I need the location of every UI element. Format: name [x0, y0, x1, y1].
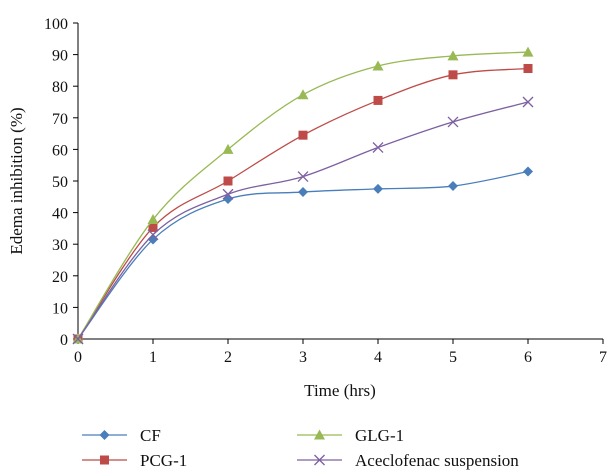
y-tick-label: 90: [52, 48, 68, 65]
legend-label: PCG-1: [140, 451, 187, 470]
legend-marker: [99, 430, 110, 440]
y-tick-label: 20: [52, 269, 68, 286]
data-point-cf: [523, 166, 533, 177]
y-tick-label: 40: [52, 206, 68, 223]
data-point-aceclofenac-suspension: [447, 116, 459, 128]
data-point-cf: [373, 183, 383, 194]
y-tick-label: 10: [52, 300, 68, 317]
data-point-pcg-1: [373, 95, 383, 105]
legend-item-glg-1: GLG-1: [297, 426, 404, 445]
x-tick-label: 6: [524, 349, 532, 366]
data-point-aceclofenac-suspension: [372, 142, 384, 153]
x-tick-label: 7: [599, 349, 607, 366]
y-tick-label: 60: [52, 142, 68, 159]
y-tick-label: 50: [52, 174, 68, 191]
y-tick-label: 80: [52, 79, 68, 96]
legend: CF PCG-1 GLG-1 Aceclofenac suspension: [82, 426, 519, 470]
legend-marker: [314, 454, 325, 466]
data-point-glg-1: [447, 50, 459, 61]
x-tick-label: 4: [374, 349, 382, 366]
y-axis-label: Edema inhibition (%): [7, 107, 26, 254]
series-cf: [73, 166, 533, 344]
x-marker-stroke: [222, 188, 234, 200]
y-tick-label: 30: [52, 237, 68, 254]
series-line-pcg-1: [77, 67, 529, 340]
data-point-aceclofenac-suspension: [222, 188, 234, 200]
legend-label: CF: [140, 426, 161, 445]
legend-marker: [100, 455, 109, 465]
legend-item-aceclofenac-suspension: Aceclofenac suspension: [297, 451, 519, 470]
data-point-aceclofenac-suspension: [522, 96, 534, 108]
x-marker-stroke: [522, 96, 534, 108]
legend-label: Aceclofenac suspension: [355, 451, 519, 470]
y-tick-label: 70: [52, 111, 68, 128]
x-axis-label: Time (hrs): [304, 381, 376, 400]
legend-marker: [314, 429, 325, 440]
y-tick-label: 100: [44, 16, 68, 33]
series-layer: [72, 46, 534, 345]
data-point-aceclofenac-suspension: [297, 171, 309, 183]
legend-item-cf: CF: [82, 426, 161, 445]
data-point-pcg-1: [523, 64, 533, 74]
x-marker-stroke: [314, 454, 325, 466]
legend-label: GLG-1: [355, 426, 404, 445]
data-point-glg-1: [372, 60, 384, 71]
series-aceclofenac-suspension: [72, 96, 534, 345]
x-tick-label: 3: [299, 349, 307, 366]
data-point-cf: [448, 181, 458, 192]
y-ticks: 0 10 20 30 40 50 60 70 80 90 100: [44, 16, 78, 349]
data-point-glg-1: [297, 89, 309, 100]
series-pcg-1: [73, 64, 533, 344]
data-point-aceclofenac-suspension: [72, 333, 84, 345]
x-marker-stroke: [297, 171, 309, 183]
data-point-glg-1: [222, 143, 234, 154]
x-tick-label: 5: [449, 349, 457, 366]
x-tick-label: 1: [149, 349, 157, 366]
data-point-pcg-1: [448, 70, 458, 80]
y-tick-label: 0: [60, 332, 68, 349]
x-ticks: 0 1 2 3 4 5 6 7: [74, 339, 607, 366]
x-marker-stroke: [147, 229, 159, 241]
data-point-pcg-1: [298, 130, 308, 140]
data-point-pcg-1: [148, 222, 158, 232]
data-point-glg-1: [522, 46, 534, 57]
x-tick-label: 2: [224, 349, 232, 366]
data-point-glg-1: [147, 214, 159, 225]
x-marker-stroke: [72, 333, 84, 345]
x-marker-stroke: [447, 116, 459, 128]
x-marker-stroke: [372, 142, 384, 153]
x-tick-label: 0: [74, 349, 82, 366]
data-point-pcg-1: [223, 176, 233, 186]
data-point-cf: [298, 187, 308, 198]
legend-item-pcg-1: PCG-1: [82, 451, 187, 470]
data-point-aceclofenac-suspension: [147, 229, 159, 241]
